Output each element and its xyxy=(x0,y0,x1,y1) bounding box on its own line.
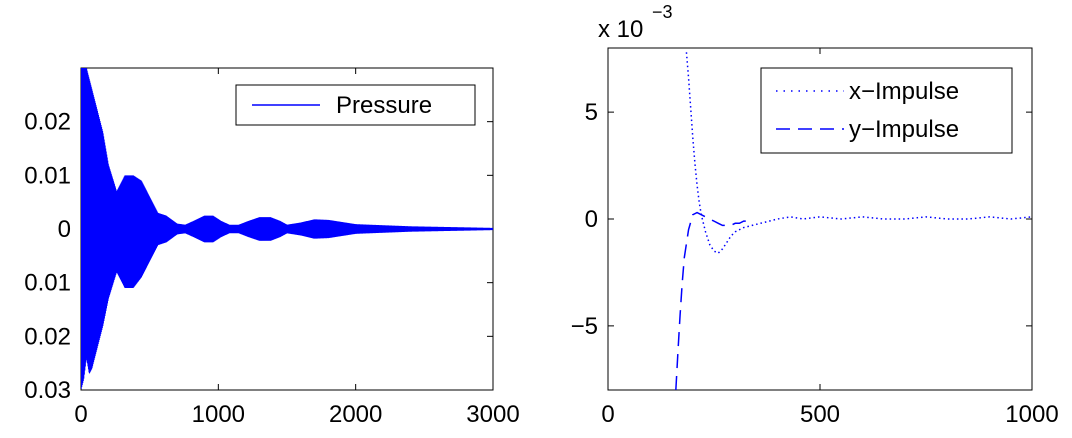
pressure-chart: 0 1000 2000 3000 0.02 0.01 0 0.01 0.02 0.03 Press… xyxy=(24,67,520,428)
series-line-y-impulse xyxy=(675,211,753,390)
y-tick-label: 0.01 xyxy=(24,162,71,189)
x-tick-label: 0 xyxy=(601,401,614,428)
y-tick-label: 0.03 xyxy=(24,377,71,404)
left-ticks: 0 1000 2000 3000 0.02 0.01 0 0.01 0.02 0.03 xyxy=(24,68,520,428)
impulse-legend: x−Impulse y−Impulse xyxy=(760,67,1013,154)
legend-box xyxy=(760,67,1013,154)
left-series-layer xyxy=(81,68,493,389)
series-line-x-impulse xyxy=(685,52,1032,255)
legend-label-pressure: Pressure xyxy=(336,92,432,119)
series-line-pressure xyxy=(81,68,493,389)
pressure-legend: Pressure xyxy=(235,84,476,126)
multiplier-base: x 10 xyxy=(598,16,643,43)
y-axis-multiplier: x 10 −3 xyxy=(598,2,673,43)
x-tick-label: 3000 xyxy=(466,401,519,428)
multiplier-exponent: −3 xyxy=(652,2,673,22)
legend-label-y-impulse: y−Impulse xyxy=(849,116,959,143)
y-tick-label: 0.01 xyxy=(24,270,71,297)
y-tick-label: 5 xyxy=(585,99,598,126)
impulse-chart: 0 500 1000 5 0 −5 x 10 −3 x−Impulse y−Impulse xyxy=(571,2,1059,428)
x-tick-label: 1000 xyxy=(192,401,245,428)
y-tick-label: 0.02 xyxy=(24,323,71,350)
legend-label-x-impulse: x−Impulse xyxy=(849,78,959,105)
right-series-layer xyxy=(675,52,1032,390)
y-tick-label: −5 xyxy=(571,313,598,340)
x-tick-label: 1000 xyxy=(1005,401,1058,428)
x-tick-label: 2000 xyxy=(329,401,382,428)
right-ticks: 0 500 1000 5 0 −5 xyxy=(571,48,1059,428)
y-tick-label: 0 xyxy=(585,206,598,233)
y-tick-label: 0.02 xyxy=(24,109,71,136)
x-tick-label: 500 xyxy=(800,401,840,428)
x-tick-label: 0 xyxy=(74,401,87,428)
y-tick-label: 0 xyxy=(58,216,71,243)
